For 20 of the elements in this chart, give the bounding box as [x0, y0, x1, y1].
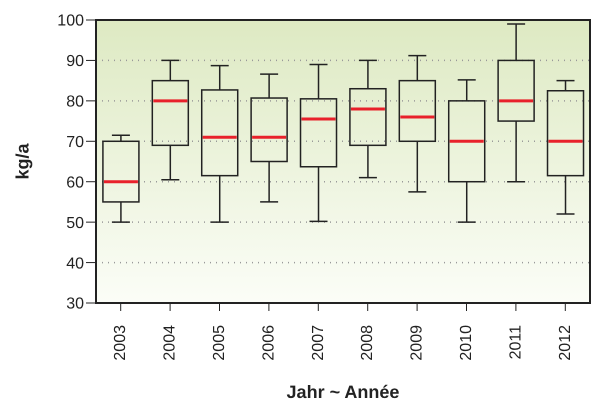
- y-tick-label: 80: [66, 94, 84, 111]
- x-tick-label: 2011: [507, 324, 524, 360]
- y-tick-label: 60: [66, 174, 84, 192]
- x-tick-label: 2009: [408, 324, 426, 361]
- y-tick-label: 70: [66, 134, 84, 151]
- x-axis-title: Jahr ~ Année: [286, 382, 400, 402]
- x-tick-label: 2006: [260, 324, 278, 361]
- x-tick-label: 2007: [310, 324, 327, 361]
- y-tick-label: 40: [66, 255, 84, 272]
- y-tick-label: 90: [66, 53, 84, 70]
- x-tick-label: 2003: [112, 324, 130, 361]
- x-tick-label: 2004: [162, 324, 179, 361]
- x-tick-label: 2012: [556, 324, 574, 361]
- y-axis-title: kg/a: [12, 142, 32, 180]
- y-tick-label: 100: [57, 12, 84, 30]
- x-tick-label: 2005: [211, 324, 228, 361]
- x-tick-label: 2008: [359, 324, 376, 361]
- y-tick-label: 30: [66, 296, 84, 313]
- y-tick-label: 50: [66, 214, 84, 232]
- x-tick-label: 2010: [458, 324, 475, 361]
